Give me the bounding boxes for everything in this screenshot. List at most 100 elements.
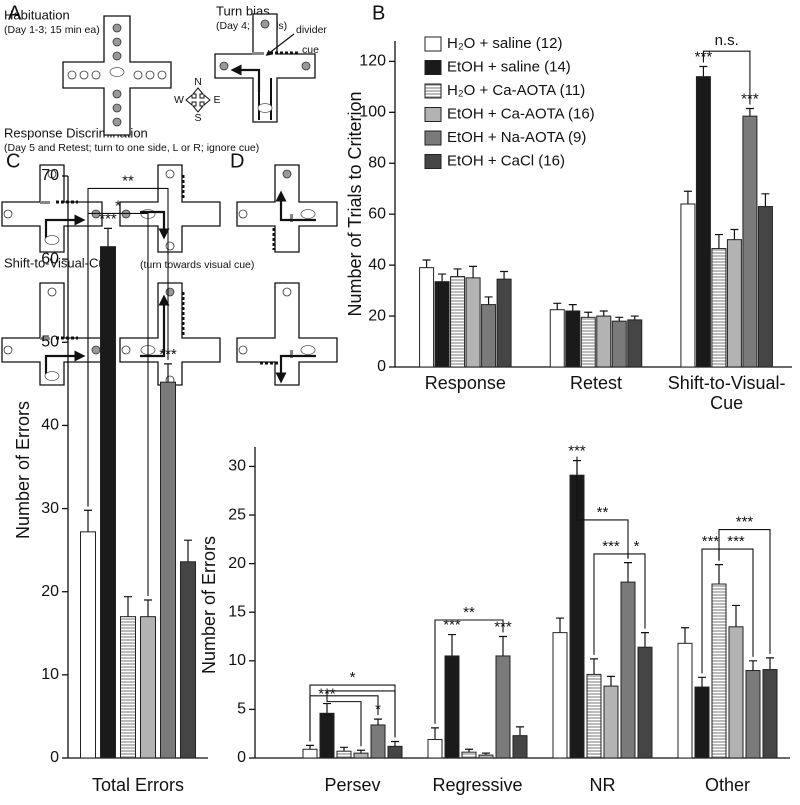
divider xyxy=(40,337,50,340)
bar xyxy=(160,381,176,759)
y-axis-title: Number of Errors xyxy=(199,536,219,674)
bar xyxy=(387,745,403,759)
error-bar xyxy=(683,190,692,204)
path-arrow xyxy=(140,210,170,240)
y-tick-label: 50 xyxy=(41,334,59,351)
significance-label: *** xyxy=(602,538,620,555)
y-axis-title: Number of Errors xyxy=(13,401,33,539)
mouse xyxy=(257,103,273,113)
compass-label: N xyxy=(194,76,202,88)
comparison-bracket xyxy=(627,553,646,629)
error-bar xyxy=(306,744,314,750)
error-bar xyxy=(732,604,740,627)
comparison-bracket xyxy=(434,619,504,724)
mouse xyxy=(300,345,316,355)
error-bar xyxy=(698,676,706,688)
legend-label: EtOH + Ca-AOTA (16) xyxy=(447,105,595,122)
compass-label: S xyxy=(194,112,201,124)
error-bar xyxy=(715,563,723,585)
error-bar xyxy=(484,296,493,305)
comparison-bracket xyxy=(718,529,771,654)
bar xyxy=(370,724,386,759)
bar xyxy=(302,748,318,759)
error-bar xyxy=(422,259,431,268)
bar xyxy=(450,276,466,368)
bar xyxy=(353,752,369,759)
legend-label: EtOH + saline (14) xyxy=(447,58,571,75)
y-tick-label: 15 xyxy=(228,603,246,620)
diagram-title: Habituation xyxy=(4,7,70,22)
x-tick-label-box: Retest xyxy=(570,373,622,393)
significance-label: ** xyxy=(122,172,134,189)
panel-label: C xyxy=(6,150,20,172)
path-arrow xyxy=(275,354,316,384)
bar xyxy=(762,669,778,759)
bar xyxy=(620,581,636,759)
significance-label: *** xyxy=(99,210,117,227)
error-bar xyxy=(164,363,172,383)
comparison-bracket xyxy=(309,684,396,742)
significance-label: *** xyxy=(568,443,586,460)
bar xyxy=(726,239,742,368)
maze-dot xyxy=(165,169,175,179)
comparison-bracket xyxy=(87,187,169,507)
bar xyxy=(745,670,761,759)
x-tick-label: Other xyxy=(704,775,751,795)
bar xyxy=(680,203,696,368)
legend-label: EtOH + CaCl (16) xyxy=(447,152,565,169)
maze-dot xyxy=(219,61,229,71)
error-bar xyxy=(590,658,598,675)
y-axis-title: Number of Trials to Criterion xyxy=(345,91,365,316)
maze-dot xyxy=(165,241,175,251)
error-bar xyxy=(556,617,564,633)
maze-dot xyxy=(3,209,13,219)
significance-label: *** xyxy=(736,514,754,531)
error-bar xyxy=(104,227,112,247)
maze-dot xyxy=(91,70,101,80)
error-bar xyxy=(761,193,770,207)
comparison-bracket xyxy=(576,456,629,559)
divider xyxy=(252,52,264,55)
x-tick-label-box: Regressive xyxy=(432,775,522,795)
maze-dot xyxy=(91,345,101,355)
x-tick-label: Total Errors xyxy=(91,775,185,795)
x-tick-label-box: Shift-to-Visual-Cue xyxy=(668,373,786,413)
diagram-subtitle: (Day 1-3; 15 min ea) xyxy=(4,24,100,36)
bar xyxy=(552,632,568,759)
bar xyxy=(100,246,116,759)
maze-dot xyxy=(165,287,175,297)
maze-dot xyxy=(121,345,131,355)
maze xyxy=(119,164,221,253)
maze-dot xyxy=(301,61,311,71)
maze-dot xyxy=(260,19,270,29)
bar xyxy=(419,267,435,368)
significance-label: *** xyxy=(494,618,512,635)
bar xyxy=(694,686,710,759)
y-tick-label: 40 xyxy=(41,417,59,434)
error-bar xyxy=(391,740,399,747)
x-tick-label: Persev xyxy=(324,775,381,795)
maze-dot xyxy=(47,169,57,179)
maze xyxy=(119,282,221,386)
bar xyxy=(611,320,627,368)
bar xyxy=(496,278,512,368)
legend-label: H₂O + Ca-AOTA (11) xyxy=(447,82,585,99)
bar xyxy=(80,531,96,759)
y-tick-label: 120 xyxy=(359,53,386,70)
bar xyxy=(695,76,711,368)
path-arrow xyxy=(230,64,261,92)
maze-dot xyxy=(112,37,122,47)
diagram-subtitle: (turn towards visual cue) xyxy=(140,259,254,271)
panel-label: A xyxy=(8,2,22,24)
maze-dot xyxy=(3,345,13,355)
legend-label: EtOH + Na-AOTA (9) xyxy=(447,129,586,146)
maze xyxy=(236,282,338,386)
compass xyxy=(185,87,211,113)
path-arrow xyxy=(44,214,86,240)
x-tick-label-box: Other xyxy=(704,775,751,795)
x-tick-label-box: Response xyxy=(425,373,506,393)
significance-label: * xyxy=(115,197,121,214)
y-tick-label: 20 xyxy=(368,307,386,324)
significance-label: * xyxy=(350,669,356,686)
maze-dot xyxy=(238,345,248,355)
